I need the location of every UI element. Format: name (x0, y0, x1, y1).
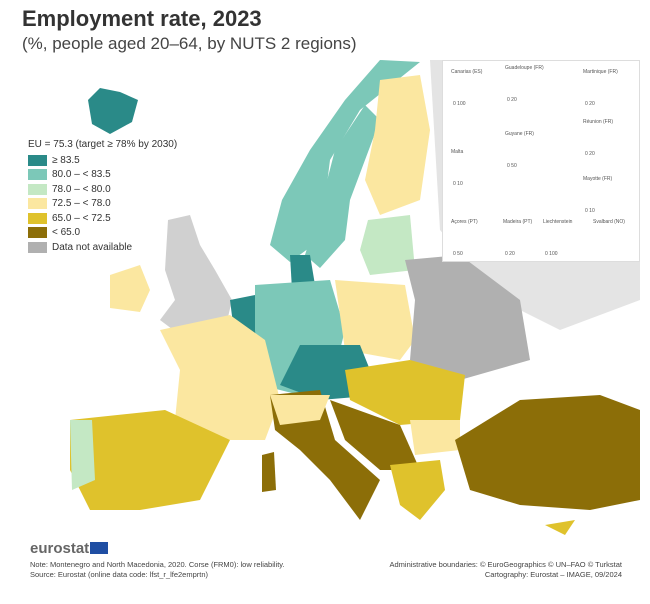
legend-swatch (28, 154, 47, 166)
inset-label: Réunion (FR) (583, 119, 614, 125)
inset-scale: 0 100 (453, 101, 466, 107)
legend-swatch (28, 241, 47, 253)
legend-item: ≥ 83.5 (28, 153, 177, 168)
inset-label: Madeira (PT) (503, 219, 533, 225)
inset-scale: 0 100 (545, 251, 558, 257)
inset-label: Canarias (ES) (451, 69, 483, 75)
legend-swatch (28, 212, 47, 224)
inset-label: Liechtenstein (543, 219, 573, 225)
legend-item: 78.0 – < 80.0 (28, 182, 177, 197)
region-ireland (110, 265, 150, 312)
legend-item: 80.0 – < 83.5 (28, 168, 177, 183)
inset-scale: 0 20 (585, 101, 595, 107)
legend-swatch (28, 198, 47, 210)
source-text: Source: Eurostat (online data code: lfst… (30, 570, 209, 579)
region-sweden (305, 105, 380, 268)
region-norway (270, 60, 420, 262)
inset-scale: 0 20 (507, 97, 517, 103)
note-text: Note: Montenegro and North Macedonia, 20… (30, 560, 285, 569)
region-greece (390, 460, 445, 520)
legend-swatch (28, 227, 47, 239)
region-iceland (88, 88, 138, 134)
legend-swatch (28, 169, 47, 181)
inset-scale: 0 20 (505, 251, 515, 257)
region-iberia (70, 410, 230, 510)
inset-scale: 0 20 (585, 151, 595, 157)
legend-item: < 65.0 (28, 226, 177, 241)
legend-label: Data not available (52, 241, 133, 253)
legend-label: 78.0 – < 80.0 (52, 183, 111, 195)
region-north-italy (270, 395, 330, 425)
boundaries-text: Administrative boundaries: © EuroGeograp… (389, 560, 622, 569)
eu-flag-icon (90, 542, 109, 554)
legend-swatch (28, 183, 47, 195)
legend-label: 72.5 – < 78.0 (52, 198, 111, 210)
region-poland (335, 280, 415, 360)
region-sardinia (262, 452, 276, 492)
region-ukraine-belarus (405, 255, 530, 380)
legend-header: EU = 75.3 (target ≥ 78% by 2030) (28, 139, 178, 150)
inset-label: Açores (PT) (451, 219, 478, 225)
inset-label: Martinique (FR) (583, 69, 618, 75)
inset-label: Malta (451, 149, 464, 155)
legend-item: Data not available (28, 240, 177, 255)
cartography-text: Cartography: Eurostat – IMAGE, 09/2024 (484, 570, 622, 579)
legend-label: 65.0 – < 72.5 (52, 212, 111, 224)
page-subtitle: (%, people aged 20–64, by NUTS 2 regions… (22, 34, 357, 53)
logo-text: eurostat (30, 540, 90, 557)
region-balkans (330, 400, 420, 470)
page-title: Employment rate, 2023 (22, 6, 262, 31)
inset-scale: 0 50 (507, 163, 517, 169)
inset-panel: Canarias (ES) 0 100 Guadeloupe (FR) 0 20 Mar… (442, 60, 640, 262)
region-finland (365, 75, 430, 215)
legend-label: < 65.0 (52, 227, 81, 239)
inset-label: Guadeloupe (FR) (505, 65, 544, 71)
credits: Administrative boundaries: © EuroGeograp… (389, 560, 622, 580)
inset-scale: 0 50 (453, 251, 463, 257)
legend-item: 65.0 – < 72.5 (28, 211, 177, 226)
region-denmark (290, 255, 315, 290)
legend-item: 72.5 – < 78.0 (28, 197, 177, 212)
inset-scale: 0 10 (585, 208, 595, 214)
inset-label: Svalbard (NO) (593, 219, 625, 225)
legend-label: 80.0 – < 83.5 (52, 169, 111, 181)
region-france (160, 315, 280, 440)
eurostat-logo: eurostat (30, 540, 109, 557)
legend-label: ≥ 83.5 (52, 154, 80, 166)
region-baltics (360, 215, 415, 275)
inset-label: Guyane (FR) (505, 131, 534, 137)
legend: EU = 75.3 (target ≥ 78% by 2030) ≥ 83.5 8… (28, 139, 177, 255)
footnote: Note: Montenegro and North Macedonia, 20… (30, 560, 285, 580)
region-cyprus (545, 520, 575, 535)
region-bulgaria (410, 420, 460, 455)
inset-label: Mayotte (FR) (583, 176, 613, 182)
region-hungary-romania (345, 360, 465, 425)
region-uk (160, 215, 232, 335)
region-turkey (455, 395, 640, 510)
inset-scale: 0 10 (453, 181, 463, 187)
region-portugal (70, 420, 95, 490)
